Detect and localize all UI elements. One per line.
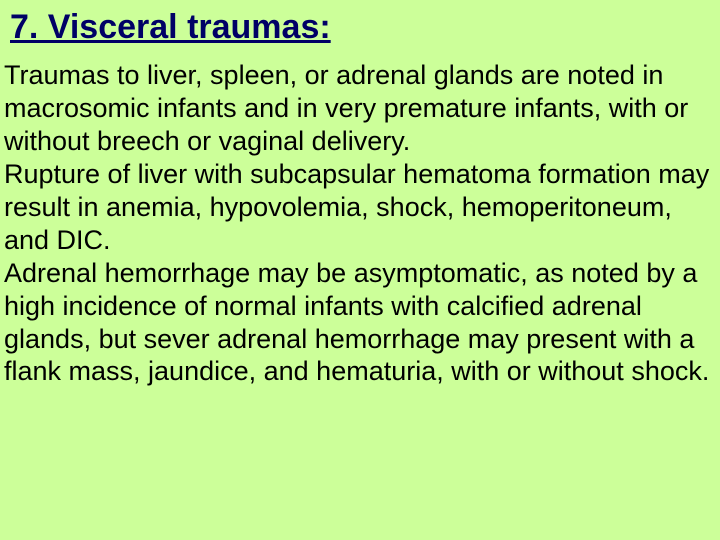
paragraph-1: Traumas to liver, spleen, or adrenal gla… — [4, 59, 716, 158]
slide-body: Traumas to liver, spleen, or adrenal gla… — [4, 59, 716, 388]
paragraph-3: Adrenal hemorrhage may be asymptomatic, … — [4, 257, 716, 389]
slide-heading: 7. Visceral traumas: — [4, 8, 716, 47]
slide-container: 7. Visceral traumas: Traumas to liver, s… — [0, 0, 720, 540]
paragraph-2: Rupture of liver with subcapsular hemato… — [4, 158, 716, 257]
